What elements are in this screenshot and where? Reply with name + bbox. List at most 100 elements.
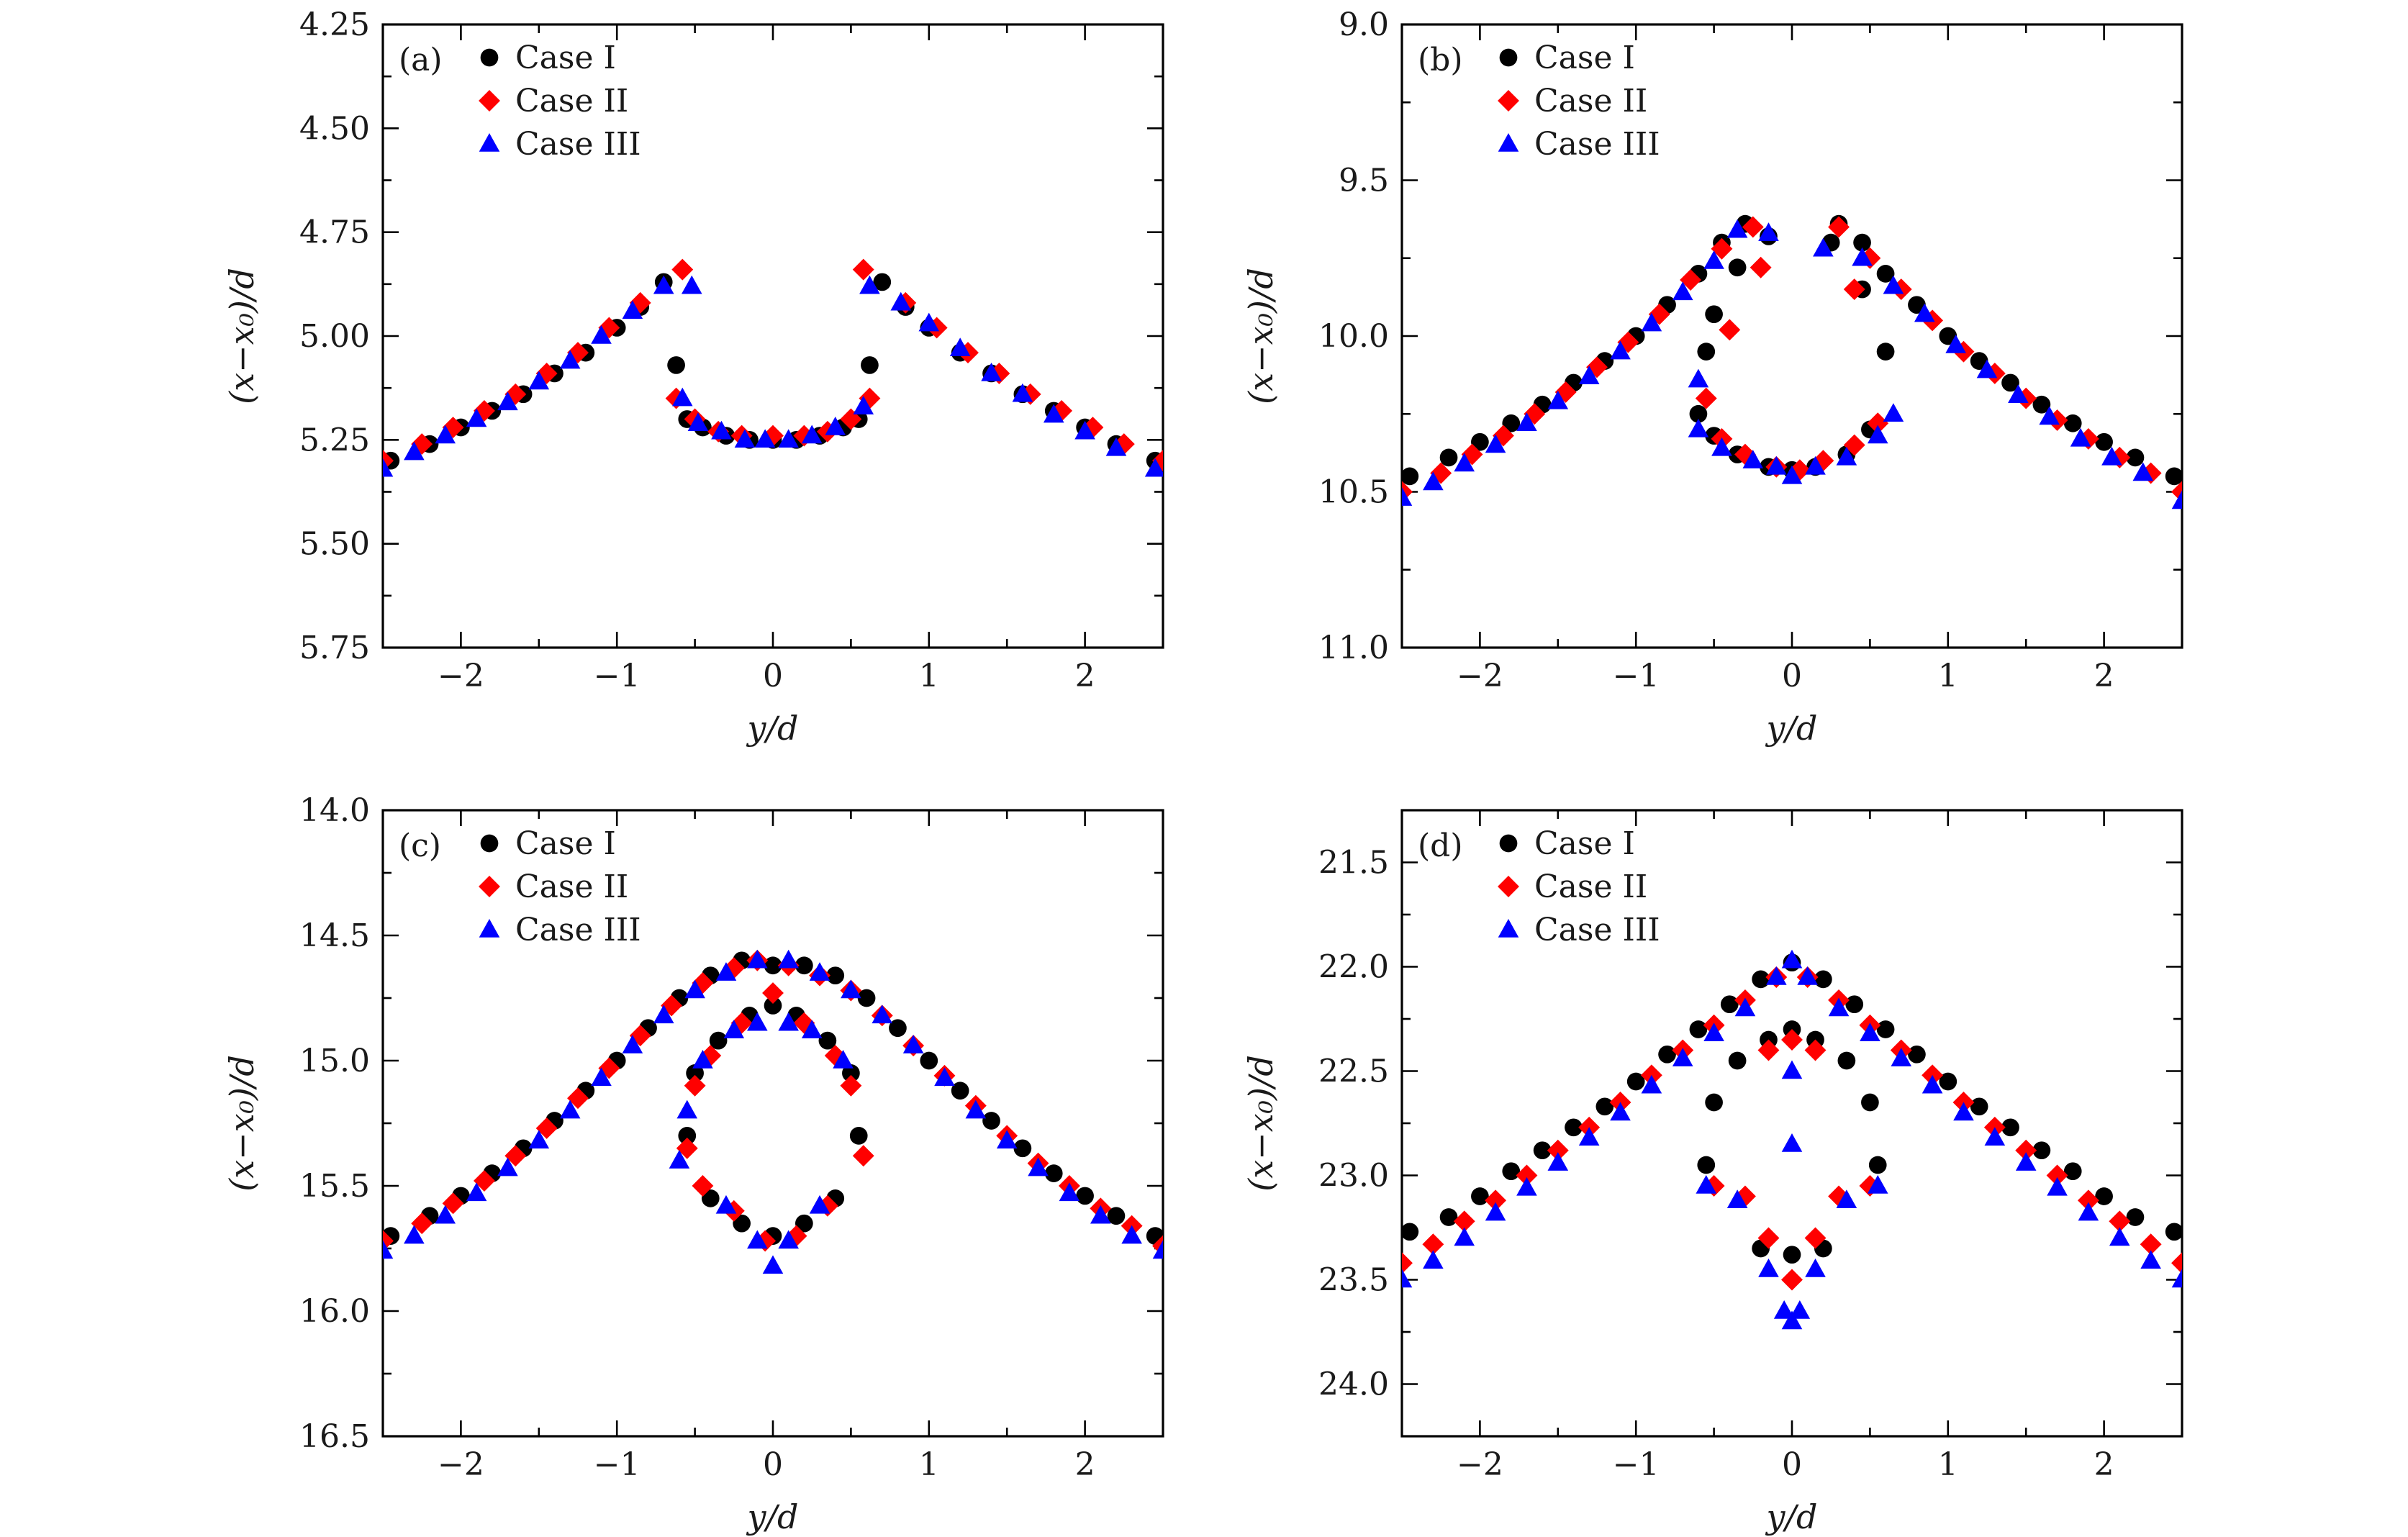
point-case-iii [762, 1255, 784, 1274]
point-case-i [2032, 1141, 2051, 1160]
point-case-iii [981, 362, 1002, 381]
point-case-iii [559, 1100, 581, 1119]
point-case-ii [1051, 399, 1073, 422]
x-axis-label: y/d [1765, 709, 1818, 748]
point-case-ii [598, 1057, 620, 1079]
point-case-i [2165, 1223, 2182, 1241]
x-tick-label: −2 [438, 1446, 484, 1483]
point-case-ii [1828, 1185, 1850, 1207]
point-case-i [701, 1189, 720, 1207]
point-case-i [2095, 432, 2113, 451]
point-case-i [1868, 1156, 1887, 1174]
point-case-ii [629, 1025, 651, 1047]
point-case-iii [778, 949, 799, 969]
point-case-i [1402, 1223, 1419, 1241]
point-case-iii [2070, 427, 2091, 447]
point-case-ii [1711, 237, 1733, 260]
point-case-iii [1152, 1240, 1163, 1259]
point-case-ii [1757, 1039, 1780, 1061]
point-case-ii [2015, 1139, 2037, 1161]
point-case-iii [497, 1157, 518, 1176]
point-case-iii [1828, 997, 1850, 1017]
legend: Case I Case II Case III [1498, 40, 1660, 163]
point-case-i [1728, 1051, 1747, 1070]
point-case-iii [1773, 1300, 1795, 1319]
point-case-iii [1805, 455, 1826, 475]
x-tick-label: 0 [1782, 1446, 1802, 1483]
point-case-ii [824, 1045, 846, 1066]
point-case-i [951, 1082, 969, 1100]
legend-marker-case-ii [1498, 876, 1519, 897]
point-case-iii [1090, 1205, 1111, 1224]
point-case-iii [1641, 1074, 1662, 1094]
point-case-i [1658, 1045, 1676, 1064]
panel-label: (a) [399, 42, 443, 78]
point-case-i [2095, 1187, 2113, 1205]
point-case-iii [778, 429, 799, 448]
legend-label: Case II [515, 869, 628, 905]
point-case-iii [1883, 275, 1904, 294]
point-case-ii [1422, 1233, 1444, 1256]
point-case-ii [1734, 1185, 1756, 1207]
point-case-iii [1836, 446, 1857, 466]
point-case-iii [2171, 490, 2182, 509]
point-case-iii [2078, 1202, 2099, 1221]
plot-frame [381, 23, 1164, 649]
point-case-i [2001, 1118, 2019, 1137]
point-case-ii [692, 972, 714, 994]
point-case-iii [1703, 250, 1724, 269]
y-tick-label: 23.0 [1318, 1158, 1389, 1194]
point-case-i [667, 356, 685, 374]
point-case-iii [653, 275, 674, 294]
point-case-iii [2039, 406, 2060, 425]
point-case-iii [1028, 1157, 1049, 1176]
point-case-iii [859, 275, 880, 294]
point-case-ii [1547, 1139, 1569, 1161]
data-points [1402, 949, 2182, 1330]
y-tick-label: 9.0 [1339, 6, 1389, 43]
point-case-iii [466, 1182, 487, 1202]
point-case-iii [1074, 420, 1095, 440]
point-case-i [764, 997, 782, 1015]
point-case-i [1689, 404, 1708, 423]
point-case-i [889, 1019, 907, 1038]
point-case-i [826, 966, 845, 985]
point-case-iii [1105, 437, 1127, 456]
point-case-iii [965, 1100, 987, 1119]
plot-frame [1400, 809, 2183, 1438]
point-case-iii [1547, 1152, 1569, 1171]
legend-marker-case-iii [1498, 918, 1519, 938]
y-tick-label: 5.25 [299, 422, 370, 458]
point-case-iii [1805, 1258, 1826, 1277]
point-case-iii [754, 429, 776, 448]
x-axis-label: y/d [746, 1497, 799, 1536]
point-case-iii [872, 1005, 893, 1024]
point-case-iii [1758, 1258, 1779, 1277]
point-case-iii [747, 949, 768, 969]
point-case-ii [1680, 269, 1702, 291]
point-case-i [1970, 352, 1988, 370]
point-case-i [1814, 970, 1832, 989]
y-tick-label: 15.5 [299, 1168, 370, 1205]
x-tick-label: 0 [1782, 658, 1802, 694]
point-case-iii [1758, 222, 1779, 241]
point-case-iii [809, 1194, 830, 1214]
point-case-iii [1813, 237, 1834, 257]
point-case-i [1876, 265, 1895, 283]
point-case-i [1705, 305, 1723, 324]
point-case-i [1471, 432, 1489, 451]
point-case-iii [1984, 1127, 2006, 1146]
point-case-ii [473, 1170, 495, 1192]
point-case-iii [2008, 384, 2029, 403]
point-case-ii [1757, 1227, 1780, 1249]
point-case-i [678, 1127, 697, 1145]
point-case-ii [1402, 1252, 1413, 1274]
point-case-ii [1461, 443, 1483, 466]
point-case-ii [1113, 433, 1135, 455]
point-case-ii [684, 1074, 706, 1097]
point-case-i [857, 989, 876, 1007]
point-case-iii [778, 1230, 799, 1249]
point-case-ii [852, 258, 874, 281]
point-case-iii [1402, 1269, 1413, 1288]
y-tick-label: 10.5 [1318, 474, 1389, 511]
